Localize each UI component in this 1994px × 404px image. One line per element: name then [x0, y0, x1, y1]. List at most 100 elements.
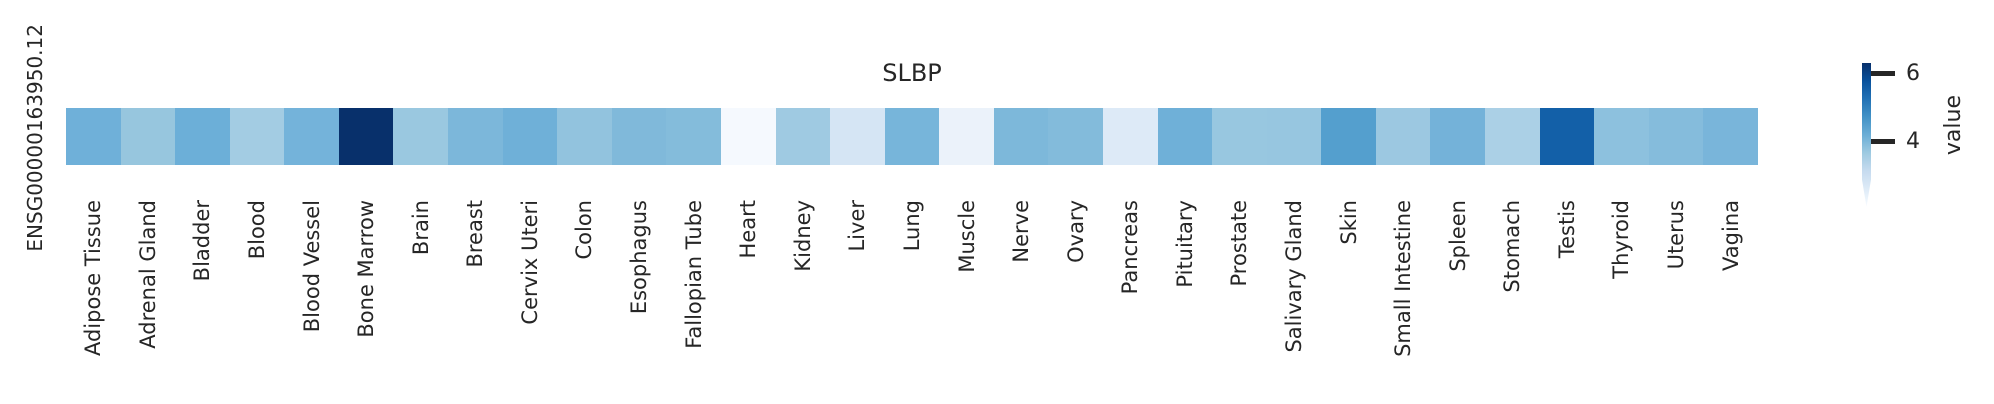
- heatmap-cell-ovary: [1048, 108, 1103, 165]
- tissue-label-text: Spleen: [1445, 200, 1470, 272]
- tissue-label-adrenal-gland: Adrenal Gland: [121, 200, 176, 395]
- tissue-label-adipose-tissue: Adipose Tissue: [66, 200, 121, 395]
- colorbar-tick-label-4: 4: [1906, 129, 1920, 154]
- heatmap-cell-adrenal-gland: [120, 108, 176, 165]
- heatmap-cell-uterus: [1648, 108, 1704, 165]
- tissue-label-small-intestine: Small Intestine: [1376, 200, 1431, 395]
- tissue-label-text: Adipose Tissue: [81, 200, 106, 357]
- tissue-label-kidney: Kidney: [776, 200, 831, 395]
- tissue-label-text: Liver: [845, 200, 870, 252]
- tissue-label-prostate: Prostate: [1212, 200, 1267, 395]
- tissue-label-text: Kidney: [790, 200, 815, 272]
- tissue-label-text: Uterus: [1664, 200, 1689, 270]
- tissue-label-muscle: Muscle: [939, 200, 994, 395]
- heatmap-cell-brain: [393, 108, 449, 165]
- tissue-label-text: Skin: [1336, 200, 1361, 245]
- tissue-label-uterus: Uterus: [1649, 200, 1704, 395]
- heatmap-cell-esophagus: [611, 108, 667, 165]
- heatmap-cell-breast: [448, 108, 503, 165]
- tissue-label-text: Ovary: [1063, 200, 1088, 263]
- tissue-label-esophagus: Esophagus: [612, 200, 667, 395]
- heatmap-cell-liver: [830, 108, 885, 165]
- tissue-label-skin: Skin: [1321, 200, 1376, 395]
- tissue-label-text: Small Intestine: [1391, 200, 1416, 357]
- tissue-label-ovary: Ovary: [1048, 200, 1103, 395]
- tissue-label-bone-marrow: Bone Marrow: [339, 200, 394, 395]
- tissue-label-blood-vessel: Blood Vessel: [284, 200, 339, 395]
- gene-row-label-text: ENSG00000163950.12: [22, 24, 47, 252]
- tissue-label-nerve: Nerve: [994, 200, 1049, 395]
- tissue-label-text: Bone Marrow: [354, 200, 379, 338]
- tissue-label-text: Lung: [899, 200, 924, 252]
- tissue-label-text: Breast: [463, 200, 488, 268]
- heatmap-cell-pituitary: [1157, 108, 1213, 165]
- tissue-label-brain: Brain: [393, 200, 448, 395]
- heatmap-cell-bladder: [175, 108, 230, 165]
- tissue-label-lung: Lung: [885, 200, 940, 395]
- tissue-label-text: Heart: [736, 200, 761, 259]
- tissue-label-text: Muscle: [954, 200, 979, 273]
- tissue-label-salivary-gland: Salivary Gland: [1267, 200, 1322, 395]
- gene-row-label: ENSG00000163950.12: [16, 24, 54, 252]
- heatmap-cell-bone-marrow: [338, 108, 394, 165]
- colorbar-gradient: [1862, 63, 1871, 207]
- heatmap-cell-colon: [557, 108, 612, 165]
- tissue-label-text: Stomach: [1500, 200, 1525, 293]
- tissue-label-fallopian-tube: Fallopian Tube: [666, 200, 721, 395]
- heatmap-cell-muscle: [939, 108, 994, 165]
- colorbar-axis-label: value: [1936, 78, 1972, 172]
- tissue-label-colon: Colon: [557, 200, 612, 395]
- tissue-label-text: Esophagus: [627, 200, 652, 315]
- tissue-label-breast: Breast: [448, 200, 503, 395]
- tissue-label-text: Pancreas: [1118, 200, 1143, 295]
- tissue-label-text: Fallopian Tube: [681, 200, 706, 349]
- tissue-label-text: Salivary Gland: [1281, 200, 1306, 353]
- colorbar-tick-label-6: 6: [1906, 61, 1920, 86]
- tissue-label-text: Colon: [572, 200, 597, 260]
- heatmap-cell-kidney: [775, 108, 831, 165]
- heatmap-cell-heart: [720, 108, 776, 165]
- tissue-label-text: Brain: [408, 200, 433, 256]
- heatmap-cell-blood-vessel: [284, 108, 339, 165]
- tissue-label-text: Bladder: [190, 200, 215, 282]
- colorbar-tick-mark-4: [1871, 139, 1895, 144]
- tissue-label-bladder: Bladder: [175, 200, 230, 395]
- tissue-label-text: Vagina: [1718, 200, 1743, 271]
- tissue-label-blood: Blood: [230, 200, 285, 395]
- heatmap-cell-blood: [229, 108, 285, 165]
- tissue-axis-labels: Adipose Tissue Adrenal Gland Bladder Blood B…: [66, 200, 1758, 395]
- heatmap-cell-adipose-tissue: [66, 108, 121, 165]
- heatmap-cell-fallopian-tube: [666, 108, 721, 165]
- tissue-label-pancreas: Pancreas: [1103, 200, 1158, 395]
- heatmap-cell-lung: [884, 108, 940, 165]
- tissue-label-text: Cervix Uteri: [517, 200, 542, 325]
- heatmap-cell-nerve: [993, 108, 1049, 165]
- tissue-label-text: Nerve: [1009, 200, 1034, 263]
- chart-title: SLBP: [882, 59, 942, 87]
- heatmap-cell-stomach: [1485, 108, 1540, 165]
- heatmap-cell-skin: [1321, 108, 1376, 165]
- heatmap-cell-pancreas: [1102, 108, 1158, 165]
- tissue-label-testis: Testis: [1540, 200, 1595, 395]
- colorbar-axis-label-text: value: [1941, 94, 1967, 156]
- tissue-label-text: Prostate: [1227, 200, 1252, 287]
- heatmap-cell-thyroid: [1594, 108, 1649, 165]
- heatmap-cell-small-intestine: [1375, 108, 1431, 165]
- tissue-label-text: Thyroid: [1609, 200, 1634, 279]
- tissue-label-thyroid: Thyroid: [1594, 200, 1649, 395]
- heatmap-cell-vagina: [1703, 108, 1758, 165]
- heatmap-cell-cervix-uteri: [502, 108, 558, 165]
- tissue-label-spleen: Spleen: [1430, 200, 1485, 395]
- heatmap-cell-prostate: [1212, 108, 1267, 165]
- tissue-label-pituitary: Pituitary: [1158, 200, 1213, 395]
- tissue-label-heart: Heart: [721, 200, 776, 395]
- tissue-label-text: Blood: [245, 200, 269, 260]
- tissue-label-liver: Liver: [830, 200, 885, 395]
- tissue-label-cervix-uteri: Cervix Uteri: [503, 200, 558, 395]
- heatmap-cell-testis: [1539, 108, 1595, 165]
- tissue-label-vagina: Vagina: [1703, 200, 1758, 395]
- heatmap-cell-spleen: [1430, 108, 1486, 165]
- tissue-label-text: Pituitary: [1172, 200, 1197, 288]
- tissue-label-text: Testis: [1554, 200, 1579, 259]
